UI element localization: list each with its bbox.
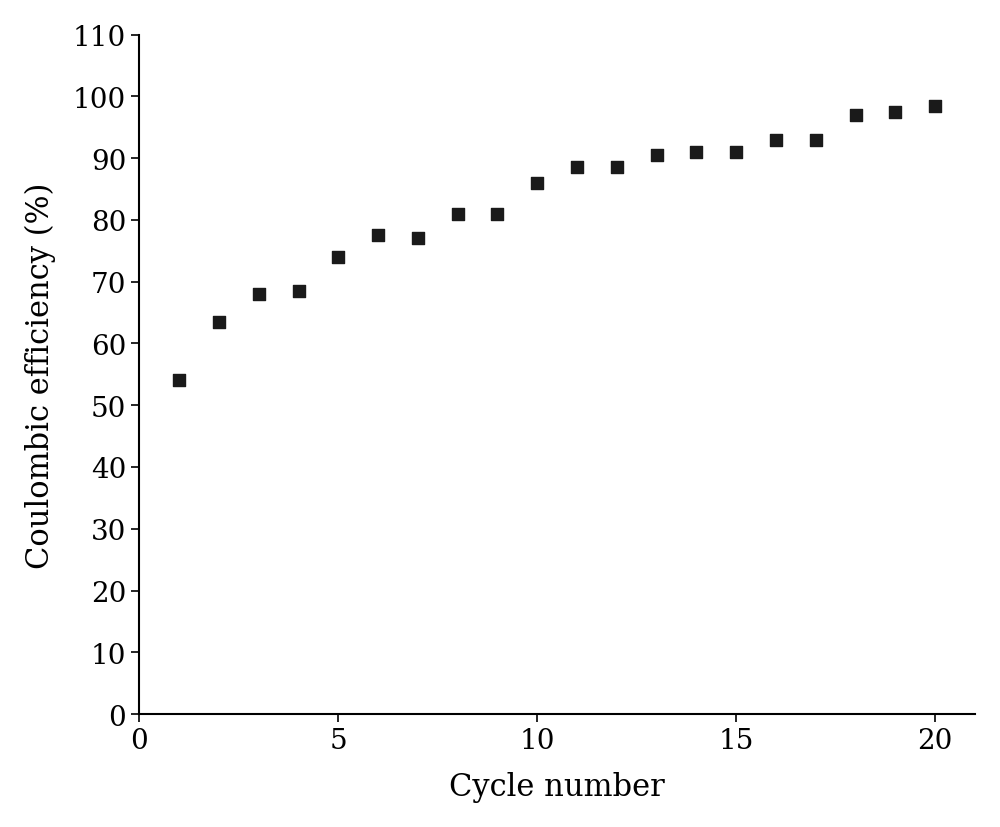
- Point: [291, 285, 307, 299]
- X-axis label: Cycle number: Cycle number: [449, 771, 665, 802]
- Point: [768, 134, 784, 147]
- Point: [649, 149, 665, 162]
- Point: [688, 146, 704, 160]
- Point: [171, 375, 187, 388]
- Point: [370, 229, 386, 242]
- Point: [211, 316, 227, 329]
- Point: [808, 134, 824, 147]
- Point: [529, 177, 545, 190]
- Point: [410, 232, 426, 246]
- Y-axis label: Coulombic efficiency (%): Coulombic efficiency (%): [25, 182, 56, 568]
- Point: [450, 208, 466, 221]
- Point: [848, 109, 864, 122]
- Point: [330, 251, 346, 265]
- Point: [887, 106, 903, 119]
- Point: [728, 146, 744, 160]
- Point: [569, 161, 585, 174]
- Point: [609, 161, 625, 174]
- Point: [489, 208, 505, 221]
- Point: [927, 100, 943, 113]
- Point: [251, 288, 267, 301]
